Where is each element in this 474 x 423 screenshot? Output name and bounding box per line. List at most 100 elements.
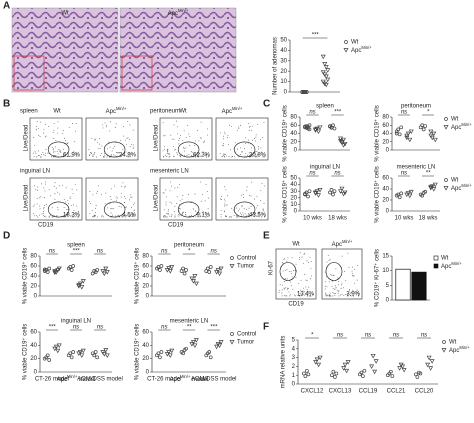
- event-dot: [97, 190, 99, 192]
- event-dot: [74, 141, 76, 143]
- y-tick-label: 0: [146, 370, 150, 376]
- y-tick-label: 60: [30, 330, 37, 336]
- event-dot: [255, 207, 257, 209]
- event-dot: [256, 195, 258, 197]
- y-tick-label: 40: [280, 48, 287, 54]
- y-tick-label: 4: [292, 346, 296, 352]
- event-dot: [176, 126, 178, 128]
- y-tick-label: 1: [292, 373, 296, 379]
- significance-label: ns: [73, 325, 79, 331]
- data-point: [389, 369, 393, 374]
- data-point: [404, 133, 410, 139]
- event-dot: [263, 155, 265, 157]
- event-dot: [76, 216, 78, 218]
- event-dot: [78, 211, 80, 212]
- event-dot: [188, 145, 190, 147]
- x-tick-label: 10 wks: [303, 216, 322, 222]
- event-dot: [255, 136, 257, 138]
- event-dot: [97, 185, 99, 187]
- event-dot: [199, 137, 201, 139]
- event-dot: [169, 190, 171, 192]
- text-part: Min/+: [461, 122, 472, 127]
- event-dot: [117, 152, 119, 154]
- event-dot: [163, 156, 165, 158]
- event-dot: [324, 281, 326, 283]
- event-dot: [54, 155, 56, 156]
- y-axis-label: % viable CD19⁺ cells: [282, 105, 289, 162]
- event-dot: [99, 137, 101, 139]
- event-dot: [308, 262, 310, 263]
- text-part: Min/+: [459, 345, 470, 350]
- event-dot: [65, 140, 66, 142]
- event-dot: [242, 212, 244, 214]
- event-dot: [95, 204, 97, 206]
- event-dot: [169, 155, 171, 157]
- data-point: [323, 74, 329, 80]
- event-dot: [174, 187, 176, 189]
- event-dot: [308, 295, 310, 297]
- chart-title: peritoneum: [174, 243, 204, 249]
- data-point: [444, 178, 448, 182]
- event-dot: [251, 181, 253, 183]
- event-dot: [304, 293, 306, 295]
- data-point: [93, 350, 98, 354]
- y-tick-label: 30: [290, 189, 297, 195]
- data-point: [373, 359, 379, 364]
- event-dot: [186, 124, 188, 126]
- event-dot: [108, 141, 110, 143]
- data-point: [314, 126, 320, 132]
- event-dot: [238, 127, 240, 129]
- text-part: Min/+: [180, 374, 191, 379]
- event-dot: [357, 265, 359, 266]
- event-dot: [101, 194, 103, 196]
- event-dot: [59, 150, 61, 152]
- event-dot: [94, 139, 96, 141]
- event-dot: [222, 145, 224, 147]
- data-point: [45, 353, 50, 358]
- event-dot: [254, 216, 256, 217]
- text-part: Min/+: [116, 106, 127, 111]
- data-point: [397, 195, 402, 200]
- data-point: [407, 137, 413, 143]
- event-dot: [299, 295, 301, 297]
- data-point: [428, 184, 434, 190]
- event-dot: [36, 126, 38, 128]
- event-dot: [245, 142, 247, 144]
- event-dot: [174, 216, 176, 218]
- gate: [233, 201, 256, 218]
- event-dot: [122, 148, 124, 150]
- event-dot: [124, 139, 126, 141]
- event-dot: [167, 148, 169, 150]
- event-dot: [204, 200, 206, 202]
- event-dot: [162, 192, 164, 194]
- event-dot: [285, 295, 287, 297]
- event-dot: [260, 147, 262, 149]
- data-point: [189, 276, 195, 282]
- event-dot: [185, 212, 187, 213]
- event-dot: [340, 287, 342, 289]
- event-dot: [103, 153, 105, 155]
- event-dot: [261, 216, 263, 218]
- event-dot: [231, 207, 233, 209]
- event-dot: [260, 200, 262, 201]
- event-dot: [171, 214, 173, 216]
- y-axis-label: Live/Dead: [154, 184, 160, 211]
- event-dot: [195, 210, 197, 212]
- event-dot: [179, 200, 181, 202]
- event-dot: [177, 215, 179, 217]
- event-dot: [89, 153, 91, 155]
- y-axis-label: Live/Dead: [24, 124, 30, 151]
- event-dot: [236, 129, 238, 131]
- flow-plot: [159, 117, 213, 161]
- event-dot: [299, 292, 301, 294]
- event-dot: [347, 295, 349, 297]
- panel-label: E: [263, 231, 270, 242]
- event-dot: [230, 216, 232, 218]
- data-point: [167, 353, 173, 358]
- event-dot: [253, 198, 255, 200]
- event-dot: [51, 207, 53, 209]
- text-part: Min/+: [178, 8, 189, 13]
- data-point: [325, 68, 331, 73]
- data-point: [303, 191, 307, 196]
- event-dot: [167, 210, 169, 212]
